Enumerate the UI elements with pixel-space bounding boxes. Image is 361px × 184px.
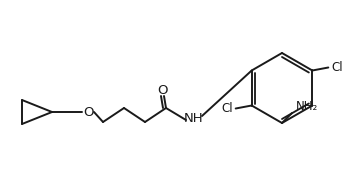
Text: Cl: Cl (221, 102, 232, 115)
Text: NH: NH (184, 112, 204, 125)
Text: O: O (158, 84, 168, 96)
Text: NH₂: NH₂ (296, 100, 318, 114)
Text: Cl: Cl (331, 61, 343, 74)
Text: O: O (83, 105, 93, 118)
